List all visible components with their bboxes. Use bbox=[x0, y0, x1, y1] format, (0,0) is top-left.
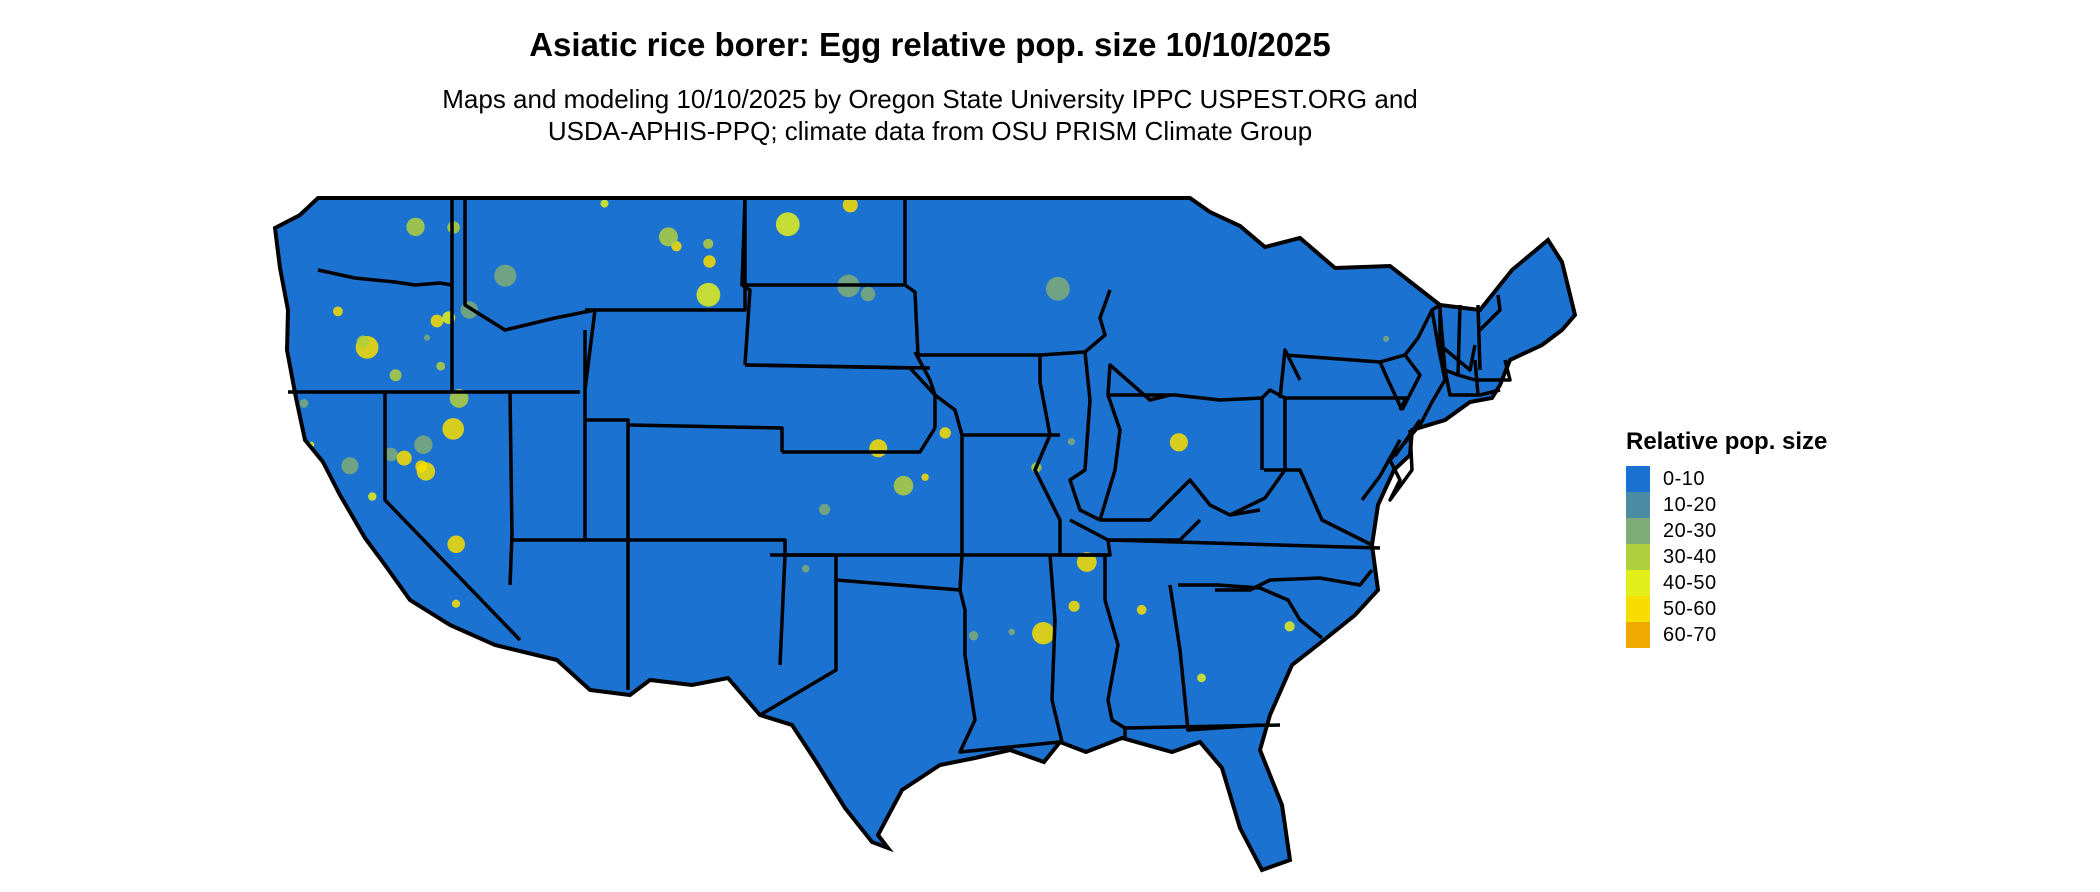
legend-item: 20-30 bbox=[1626, 518, 1827, 544]
legend-label: 0-10 bbox=[1663, 467, 1706, 490]
legend-item: 50-60 bbox=[1626, 596, 1827, 622]
legend-swatch bbox=[1626, 518, 1650, 544]
legend-label: 20-30 bbox=[1663, 519, 1717, 542]
map-title: Asiatic rice borer: Egg relative pop. si… bbox=[529, 26, 1331, 63]
legend-items: 0-10 10-20 20-30 30-40 40-50 50-60 60-70 bbox=[1626, 466, 1827, 648]
legend-item: 40-50 bbox=[1626, 570, 1827, 596]
legend-label: 30-40 bbox=[1663, 545, 1717, 568]
legend-swatch bbox=[1626, 596, 1650, 622]
legend: Relative pop. size 0-10 10-20 20-30 30-40 40… bbox=[1626, 428, 1827, 648]
legend-item: 10-20 bbox=[1626, 492, 1827, 518]
legend-swatch bbox=[1626, 466, 1650, 492]
legend-swatch bbox=[1626, 622, 1650, 648]
legend-swatch bbox=[1626, 492, 1650, 518]
legend-label: 40-50 bbox=[1663, 571, 1717, 594]
legend-item: 60-70 bbox=[1626, 622, 1827, 648]
map-subtitle-line-2: USDA-APHIS-PPQ; climate data from OSU PR… bbox=[547, 116, 1313, 146]
legend-item: 30-40 bbox=[1626, 544, 1827, 570]
state-borders bbox=[288, 198, 1512, 754]
legend-item: 0-10 bbox=[1626, 466, 1827, 492]
legend-swatch bbox=[1626, 570, 1650, 596]
legend-label: 10-20 bbox=[1663, 493, 1717, 516]
legend-title: Relative pop. size bbox=[1626, 428, 1828, 455]
legend-label: 50-60 bbox=[1663, 597, 1717, 620]
population-raster bbox=[275, 198, 1575, 870]
map-subtitle-line-1: Maps and modeling 10/10/2025 by Oregon S… bbox=[442, 84, 1418, 114]
legend-label: 60-70 bbox=[1663, 623, 1717, 646]
legend-swatch bbox=[1626, 544, 1650, 570]
